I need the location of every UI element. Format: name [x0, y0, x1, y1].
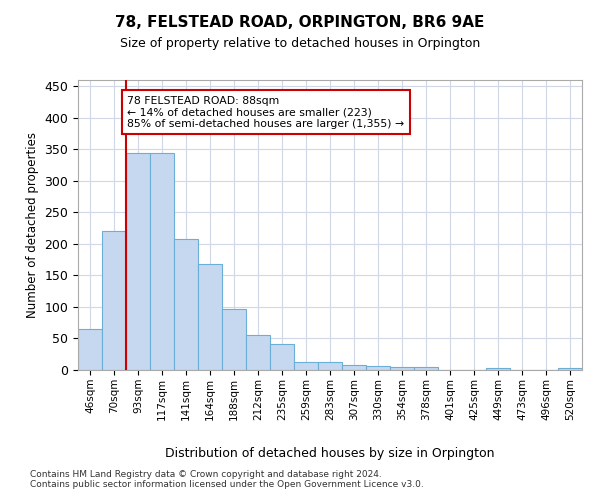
Bar	[318, 362, 342, 370]
Bar	[486, 368, 510, 370]
Bar	[270, 344, 294, 370]
Y-axis label: Number of detached properties: Number of detached properties	[26, 132, 39, 318]
Bar	[246, 334, 270, 370]
Bar	[366, 366, 390, 370]
Bar	[78, 329, 102, 370]
Bar	[198, 264, 222, 370]
Bar	[342, 365, 366, 370]
Bar	[102, 232, 126, 370]
Text: Contains public sector information licensed under the Open Government Licence v3: Contains public sector information licen…	[30, 480, 424, 489]
Text: Size of property relative to detached houses in Orpington: Size of property relative to detached ho…	[120, 38, 480, 51]
Bar	[150, 152, 174, 370]
Text: Contains HM Land Registry data © Crown copyright and database right 2024.: Contains HM Land Registry data © Crown c…	[30, 470, 382, 479]
Bar	[558, 368, 582, 370]
Text: Distribution of detached houses by size in Orpington: Distribution of detached houses by size …	[165, 448, 495, 460]
Bar	[390, 367, 414, 370]
Bar	[174, 239, 198, 370]
Text: 78, FELSTEAD ROAD, ORPINGTON, BR6 9AE: 78, FELSTEAD ROAD, ORPINGTON, BR6 9AE	[115, 15, 485, 30]
Bar	[294, 362, 318, 370]
Bar	[126, 152, 150, 370]
Bar	[222, 309, 246, 370]
Text: 78 FELSTEAD ROAD: 88sqm
← 14% of detached houses are smaller (223)
85% of semi-d: 78 FELSTEAD ROAD: 88sqm ← 14% of detache…	[127, 96, 404, 129]
Bar	[414, 367, 438, 370]
